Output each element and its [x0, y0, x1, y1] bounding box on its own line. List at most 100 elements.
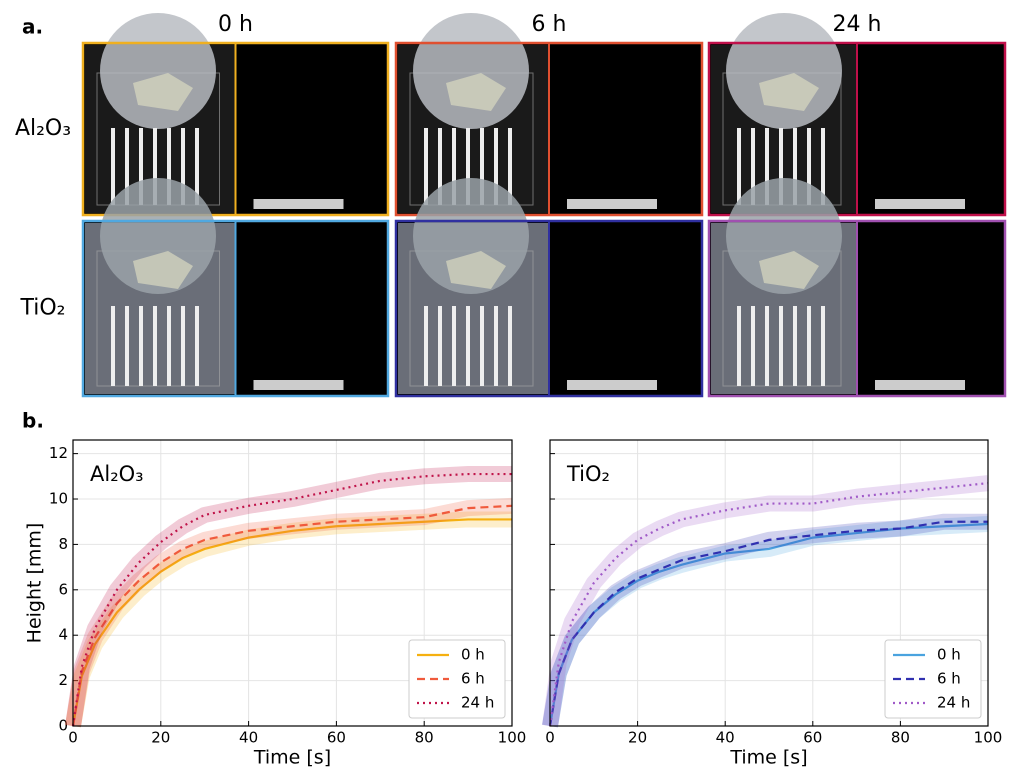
- y-tick-label: 0: [58, 717, 68, 735]
- x-tick-label: 80: [415, 729, 434, 747]
- panel-label: b.: [22, 409, 44, 433]
- electrode: [452, 128, 456, 205]
- y-tick-label: 10: [49, 490, 68, 508]
- electrode: [181, 128, 185, 205]
- electrode: [793, 128, 797, 205]
- electrode: [494, 306, 498, 386]
- electrode: [821, 128, 825, 205]
- electrode: [807, 128, 811, 205]
- y-tick-label: 6: [58, 580, 68, 598]
- y-tick-label: 4: [58, 626, 68, 644]
- electrode: [508, 306, 512, 386]
- x-tick-label: 100: [974, 729, 1003, 747]
- foam-bright: [567, 199, 657, 209]
- y-tick-label: 12: [49, 444, 68, 462]
- plot-frame: [72, 439, 513, 727]
- sample: [759, 251, 819, 289]
- legend-label: 0 h: [937, 646, 961, 664]
- electrode: [438, 128, 442, 205]
- legend-box: [408, 639, 506, 719]
- foam-bright: [875, 380, 965, 390]
- electrode: [466, 306, 470, 386]
- series-line: [71, 518, 512, 727]
- electrode: [508, 128, 512, 205]
- electrode: [153, 306, 157, 386]
- series-line: [548, 482, 989, 727]
- electrode: [111, 128, 115, 205]
- foam-bright: [875, 199, 965, 209]
- row-label: Al₂O₃: [15, 116, 71, 141]
- series-line: [71, 472, 512, 727]
- foam-bright: [567, 380, 657, 390]
- electrode: [424, 306, 428, 386]
- electrode: [751, 306, 755, 386]
- electrode: [438, 306, 442, 386]
- sample: [133, 73, 193, 111]
- electrode: [779, 128, 783, 205]
- x-axis-label: Time [s]: [253, 747, 331, 769]
- x-tick-label: 80: [891, 729, 910, 747]
- electrode: [751, 128, 755, 205]
- electrode: [167, 306, 171, 386]
- lens: [100, 13, 216, 129]
- legend-label: 24 h: [937, 694, 970, 712]
- y-tick-label: 8: [58, 535, 68, 553]
- sample: [446, 251, 506, 289]
- electrode: [424, 128, 428, 205]
- x-tick-label: 60: [327, 729, 346, 747]
- electrode: [737, 306, 741, 386]
- electrode: [153, 128, 157, 205]
- x-tick-label: 20: [628, 729, 647, 747]
- lens: [413, 13, 529, 129]
- y-axis-label: Height [mm]: [24, 523, 46, 644]
- x-tick-label: 20: [151, 729, 170, 747]
- x-tick-label: 40: [239, 729, 258, 747]
- sample: [446, 73, 506, 111]
- electrode: [793, 306, 797, 386]
- chart-annotation: TiO₂: [566, 462, 610, 486]
- electrode: [807, 306, 811, 386]
- x-tick-label: 0: [545, 729, 555, 747]
- electrode: [195, 128, 199, 205]
- electrode: [765, 306, 769, 386]
- electrode: [821, 306, 825, 386]
- electrode: [181, 306, 185, 386]
- electrode: [466, 128, 470, 205]
- electrode: [167, 128, 171, 205]
- foam-bright: [253, 380, 344, 390]
- legend-label: 24 h: [461, 694, 494, 712]
- column-header: 6 h: [532, 12, 567, 37]
- column-header: 0 h: [218, 12, 253, 37]
- panel-label: a.: [22, 15, 43, 39]
- electrode: [139, 306, 143, 386]
- electrode: [494, 128, 498, 205]
- series-line: [548, 520, 988, 727]
- lens: [726, 13, 842, 129]
- foam-bright: [253, 199, 344, 209]
- plot-frame: [549, 439, 989, 727]
- x-tick-label: 60: [803, 729, 822, 747]
- legend-label: 0 h: [461, 646, 485, 664]
- legend-label: 6 h: [937, 670, 961, 688]
- legend-label: 6 h: [461, 670, 485, 688]
- electrode: [452, 306, 456, 386]
- row-label: TiO₂: [19, 296, 65, 321]
- sample: [759, 73, 819, 111]
- x-axis-label: Time [s]: [729, 747, 807, 769]
- legend-box: [884, 639, 982, 719]
- electrode: [111, 306, 115, 386]
- x-tick-label: 40: [716, 729, 735, 747]
- column-header: 24 h: [833, 12, 882, 37]
- electrode: [480, 306, 484, 386]
- x-tick-label: 0: [68, 729, 78, 747]
- electrode: [125, 128, 129, 205]
- x-tick-label: 100: [498, 729, 527, 747]
- electrode: [195, 306, 199, 386]
- electrode: [765, 128, 769, 205]
- electrode: [125, 306, 129, 386]
- electrode: [480, 128, 484, 205]
- electrode: [779, 306, 783, 386]
- series-line: [71, 504, 513, 727]
- sample: [133, 251, 193, 289]
